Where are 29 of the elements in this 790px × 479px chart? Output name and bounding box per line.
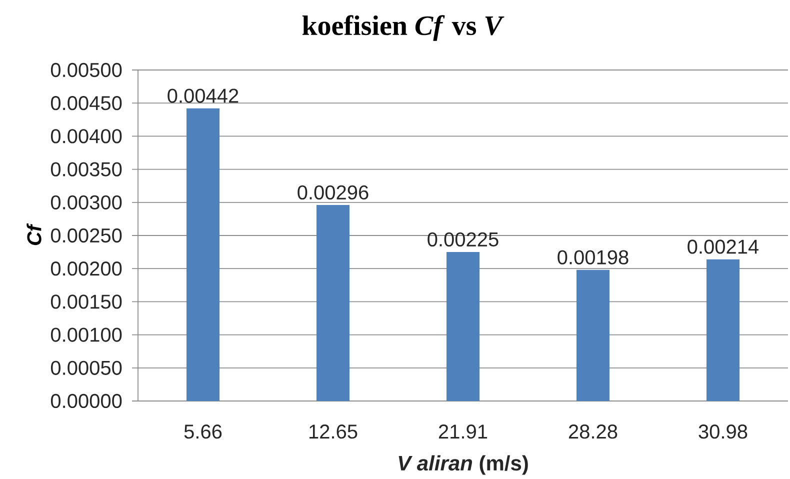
y-tick-label: 0.00500	[50, 62, 122, 78]
y-tick-label: 0.00050	[50, 360, 122, 375]
data-label: 0.00296	[298, 185, 368, 200]
y-tick-label: 0.00250	[50, 228, 122, 243]
x-tick-label: 5.66	[184, 424, 222, 439]
bar	[706, 259, 740, 401]
x-tick-label: 21.91	[438, 424, 488, 439]
y-axis-title: Cf	[26, 223, 42, 246]
x-tick-label: 28.28	[568, 424, 618, 439]
y-tick-label: 0.00200	[50, 262, 122, 276]
chart-title: koefisien Cf vs V	[302, 15, 504, 41]
y-tick-label: 0.00100	[50, 328, 122, 342]
data-label: 0.00198	[558, 250, 628, 264]
x-axis-title: V aliran (m/s)	[398, 455, 528, 475]
data-label: 0.00225	[428, 232, 498, 247]
bar	[186, 108, 220, 401]
bar	[446, 252, 480, 401]
bar	[316, 205, 350, 401]
y-tick-label: 0.00400	[50, 129, 122, 144]
y-tick-label: 0.00300	[50, 195, 122, 210]
y-tick-label: 0.00150	[50, 294, 122, 309]
bar	[576, 270, 610, 401]
y-tick-label: 0.00000	[50, 394, 122, 408]
x-tick-label: 30.98	[698, 424, 748, 439]
y-tick-label: 0.00350	[50, 162, 122, 176]
data-label: 0.00442	[168, 88, 238, 103]
data-label: 0.00214	[688, 240, 759, 254]
y-tick-label: 0.00450	[50, 96, 122, 110]
x-tick-label: 12.65	[310, 424, 358, 439]
